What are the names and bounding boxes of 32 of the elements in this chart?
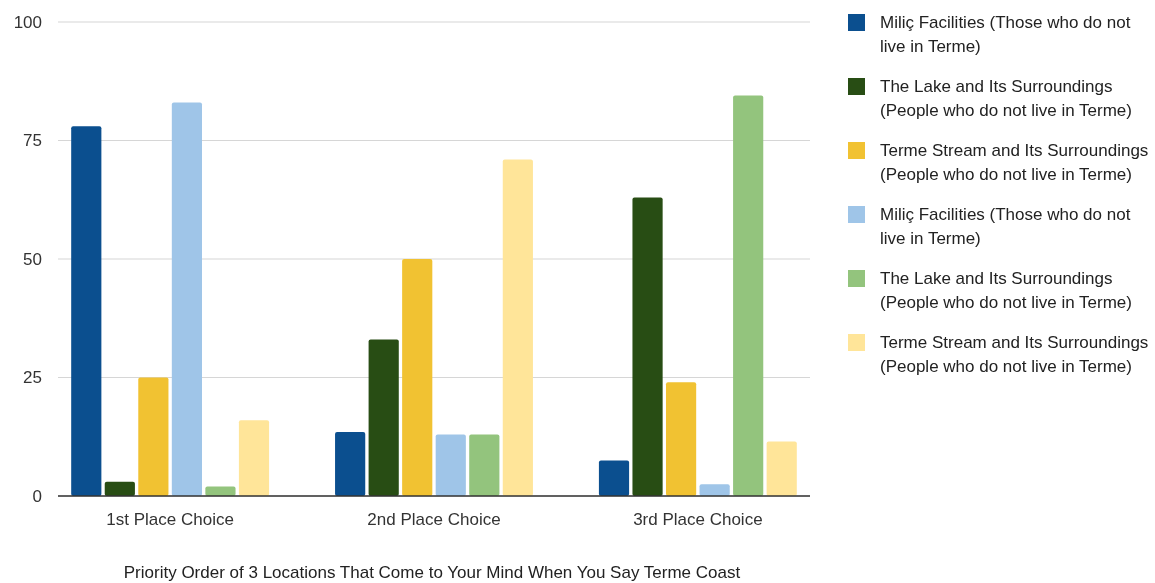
- legend-label: The Lake and Its Surroundings (People who do not live in Terme): [880, 77, 1132, 120]
- bar: [733, 95, 764, 496]
- legend-label: Miliç Facilities (Those who do not live in Terme): [880, 13, 1131, 56]
- bar: [598, 460, 630, 496]
- x-tick-label: 1st Place Choice: [106, 510, 234, 529]
- bar: [238, 420, 270, 496]
- x-axis-title: Priority Order of 3 Locations That Come to Your Mind When You Say Terme Coast: [123, 563, 741, 582]
- legend-label: Terme Stream and Its Surroundings (People who do not live in Terme): [880, 141, 1149, 184]
- bar: [368, 339, 399, 496]
- y-tick-label: 100: [13, 12, 42, 32]
- x-tick-label: 2nd Place Choice: [367, 510, 501, 529]
- bar: [71, 126, 102, 496]
- bar: [502, 159, 533, 496]
- legend-label: The Lake and Its Surroundings (People who do not live in Terme): [880, 269, 1132, 312]
- y-tick-label: 50: [23, 249, 42, 269]
- bar: [335, 432, 366, 496]
- bar: [469, 434, 500, 496]
- y-tick-label: 0: [32, 486, 42, 506]
- bar: [666, 382, 697, 496]
- bar: [104, 481, 135, 496]
- bar: [138, 377, 169, 496]
- y-tick-label: 75: [23, 131, 42, 151]
- x-tick-label: 3rd Place Choice: [633, 510, 763, 529]
- bar: [435, 434, 466, 496]
- bar: [766, 441, 797, 496]
- bar: [632, 197, 663, 496]
- bar: [699, 484, 730, 496]
- bar: [402, 259, 433, 496]
- bar: [171, 102, 202, 496]
- y-tick-label: 25: [23, 368, 42, 388]
- legend-label: Miliç Facilities (Those who do not live in Terme): [880, 205, 1131, 248]
- legend-label: Terme Stream and Its Surroundings (People who do not live in Terme): [880, 333, 1149, 376]
